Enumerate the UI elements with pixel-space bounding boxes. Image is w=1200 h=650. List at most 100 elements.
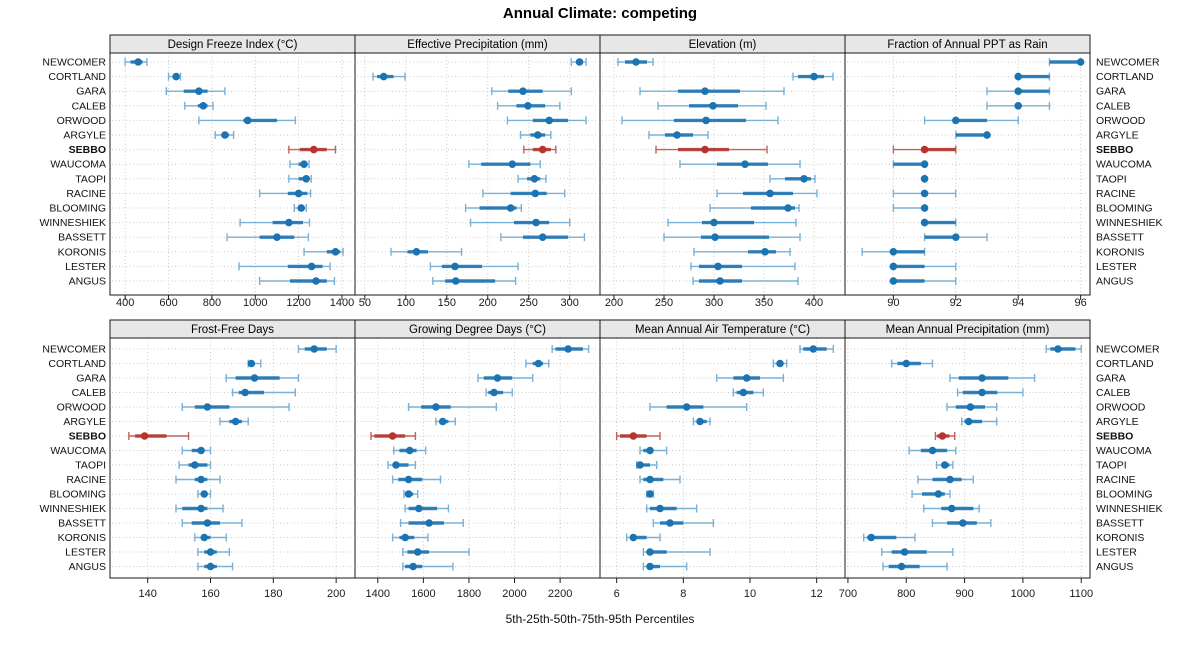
median-dot bbox=[964, 417, 973, 426]
median-dot bbox=[701, 87, 709, 95]
median-dot bbox=[530, 175, 539, 183]
panel-title: Elevation (m) bbox=[689, 39, 757, 51]
percentile-row-bassett bbox=[181, 519, 243, 527]
panel-title: Effective Precipitation (mm) bbox=[407, 39, 548, 51]
median-dot bbox=[776, 359, 784, 368]
median-dot bbox=[761, 248, 769, 256]
median-dot bbox=[302, 175, 311, 183]
percentile-row-taopi bbox=[517, 174, 547, 183]
median-dot bbox=[508, 160, 517, 168]
panel-title: Growing Degree Days (°C) bbox=[409, 324, 546, 336]
axis-tick-label: 700 bbox=[839, 588, 857, 600]
median-dot bbox=[1076, 58, 1085, 66]
row-label-right-cortland: CORTLAND bbox=[1096, 358, 1154, 370]
percentile-row-angus bbox=[692, 277, 799, 285]
axis-tick-label: 1400 bbox=[366, 588, 390, 600]
median-dot bbox=[867, 533, 876, 542]
median-dot bbox=[1014, 72, 1023, 81]
percentile-row-orwood bbox=[946, 403, 998, 411]
median-dot bbox=[920, 175, 929, 183]
percentile-row-lester bbox=[402, 548, 470, 556]
percentile-row-argyle bbox=[648, 131, 709, 139]
percentile-row-gara bbox=[491, 87, 573, 96]
percentile-row-gara bbox=[986, 87, 1051, 96]
axis-caption: 5th-25th-50th-75th-95th Percentiles bbox=[505, 612, 695, 626]
percentile-row-blooming bbox=[293, 204, 307, 212]
axis-tick-label: 2000 bbox=[502, 588, 526, 600]
chart-title: Annual Climate: competing bbox=[502, 5, 698, 22]
percentile-row-waucoma bbox=[289, 160, 310, 169]
percentile-row-waucoma bbox=[181, 446, 212, 455]
row-label-right-cortland: CORTLAND bbox=[1096, 71, 1154, 83]
median-dot bbox=[978, 388, 986, 397]
median-dot bbox=[696, 417, 704, 426]
median-dot bbox=[629, 533, 638, 542]
percentile-row-argyle bbox=[219, 417, 249, 426]
axis-tick-label: 10 bbox=[744, 588, 756, 600]
percentile-row-racine bbox=[482, 189, 566, 198]
row-label-left-argyle: ARGYLE bbox=[63, 130, 106, 142]
median-dot bbox=[197, 446, 205, 455]
median-dot bbox=[538, 233, 547, 241]
row-label-left-winneshiek: WINNESHIEK bbox=[39, 217, 106, 229]
median-dot bbox=[897, 562, 906, 571]
percentile-row-koronis bbox=[862, 533, 916, 542]
median-dot bbox=[388, 432, 397, 440]
axis-tick-label: 150 bbox=[438, 297, 456, 309]
median-dot bbox=[656, 504, 664, 513]
median-dot bbox=[401, 533, 409, 542]
median-dot bbox=[203, 403, 212, 411]
median-dot bbox=[195, 87, 203, 95]
axis-tick-label: 300 bbox=[705, 297, 723, 309]
median-dot bbox=[231, 417, 240, 426]
median-dot bbox=[307, 262, 316, 271]
row-label-right-racine: RACINE bbox=[1096, 474, 1136, 486]
percentile-row-taopi bbox=[387, 461, 417, 469]
median-dot bbox=[800, 175, 808, 183]
percentile-row-sebbo bbox=[892, 145, 957, 154]
median-dot bbox=[200, 490, 209, 498]
median-dot bbox=[636, 461, 644, 469]
percentile-row-winneshiek bbox=[923, 504, 980, 513]
axis-tick-label: 250 bbox=[655, 297, 673, 309]
percentile-row-bassett bbox=[399, 519, 464, 527]
median-dot bbox=[221, 131, 229, 139]
median-dot bbox=[312, 277, 320, 285]
median-dot bbox=[197, 475, 205, 484]
panel-mean-annual-precipitation-mm: Mean Annual Precipitation (mm) 700 800 900 1… bbox=[839, 319, 1093, 600]
percentile-row-lester bbox=[642, 548, 711, 556]
median-dot bbox=[1014, 87, 1023, 95]
median-dot bbox=[682, 403, 691, 411]
axis-tick-label: 90 bbox=[887, 297, 899, 309]
percentile-row-waucoma bbox=[393, 446, 427, 455]
median-dot bbox=[490, 388, 498, 397]
percentile-row-winneshiek bbox=[404, 504, 450, 513]
row-label-left-waucoma: WAUCOMA bbox=[50, 445, 106, 457]
median-dot bbox=[404, 475, 413, 484]
percentile-row-bassett bbox=[923, 233, 988, 242]
median-dot bbox=[629, 432, 638, 440]
median-dot bbox=[524, 102, 532, 110]
panel-title: Fraction of Annual PPT as Rain bbox=[887, 39, 1047, 51]
panel-elevation-m: Elevation (m) 200 250 300 350 400 bbox=[599, 34, 846, 309]
median-dot bbox=[632, 58, 640, 66]
median-dot bbox=[405, 446, 414, 455]
median-dot bbox=[533, 131, 542, 139]
percentile-row-orwood bbox=[506, 116, 587, 125]
percentile-row-racine bbox=[258, 189, 312, 198]
percentile-row-racine bbox=[716, 189, 818, 198]
median-dot bbox=[784, 204, 792, 212]
median-dot bbox=[206, 548, 215, 556]
percentile-row-koronis bbox=[390, 247, 463, 256]
axis-tick-label: 140 bbox=[139, 588, 157, 600]
row-label-left-caleb: CALEB bbox=[72, 100, 106, 112]
percentile-row-cortland bbox=[890, 359, 934, 368]
percentile-row-newcomer bbox=[799, 345, 835, 353]
axis-tick-label: 92 bbox=[950, 297, 962, 309]
percentile-row-lester bbox=[881, 548, 954, 556]
axis-tick-label: 1600 bbox=[411, 588, 435, 600]
percentile-row-racine bbox=[892, 189, 957, 198]
axis-tick-label: 400 bbox=[116, 297, 134, 309]
percentile-row-sebbo bbox=[655, 145, 768, 154]
percentile-row-cortland bbox=[525, 359, 550, 368]
